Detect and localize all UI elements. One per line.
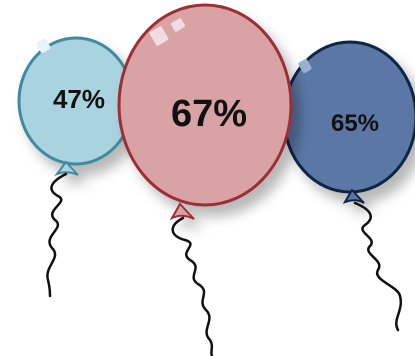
balloon-teal-label: 47% [53,84,105,114]
balloon-teal-string [46,172,68,298]
balloon-teal-highlight [36,38,51,53]
balloon-red-highlight [149,26,169,46]
balloon-navy-knot [342,188,365,204]
balloon-red-label: 67% [171,93,247,135]
balloon-navy-string [353,201,403,332]
balloon-teal-knot [54,160,79,177]
balloon-red-highlight-2 [171,18,185,32]
balloon-red [117,3,293,221]
balloon-navy-label: 65% [331,110,379,137]
balloon-navy-highlight [298,59,312,73]
balloon-red-knot [169,202,195,221]
balloon-red-body [117,3,293,207]
balloon-red-string [171,216,214,356]
